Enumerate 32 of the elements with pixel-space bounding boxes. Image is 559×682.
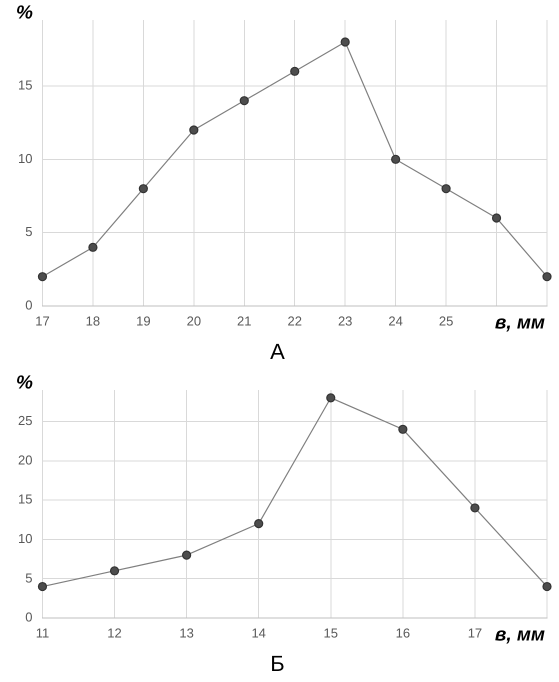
y-axis-title: % <box>16 2 33 24</box>
y-tick-label: 10 <box>18 530 32 546</box>
y-tick-label: 20 <box>18 452 32 468</box>
x-axis-title: в, мм <box>494 312 545 334</box>
x-tick-label: 17 <box>468 625 482 640</box>
x-tick-label: 20 <box>186 313 202 328</box>
x-tick-label: 25 <box>438 313 454 328</box>
x-tick-label: 11 <box>36 625 50 640</box>
text: А <box>270 338 286 364</box>
y-tick-label: 10 <box>18 150 32 166</box>
x-tick-label: 22 <box>287 313 302 328</box>
y-tick-label: 0 <box>25 610 32 625</box>
y-tick-label: 15 <box>18 492 32 507</box>
y-tick-label: 5 <box>25 224 32 240</box>
x-tick-label: 18 <box>86 313 100 328</box>
y-axis-title: % <box>16 372 33 394</box>
x-axis-title: в, мм <box>494 624 545 646</box>
x-tick-label: 12 <box>107 625 122 640</box>
text: Б <box>270 650 285 676</box>
y-tick-label: 15 <box>18 78 32 93</box>
x-tick-label: 13 <box>179 625 194 640</box>
x-tick-label: 19 <box>136 313 151 328</box>
x-tick-label: 21 <box>237 313 252 328</box>
x-tick-label: 14 <box>251 625 266 640</box>
y-tick-label: 25 <box>18 413 32 428</box>
y-tick-label: 0 <box>25 298 32 313</box>
x-tick-label: 23 <box>338 313 352 328</box>
x-tick-label: 15 <box>324 625 338 640</box>
y-tick-label: 5 <box>25 570 32 586</box>
x-tick-label: 17 <box>35 313 50 328</box>
x-tick-label: 24 <box>388 313 403 328</box>
x-tick-label: 16 <box>396 625 410 640</box>
